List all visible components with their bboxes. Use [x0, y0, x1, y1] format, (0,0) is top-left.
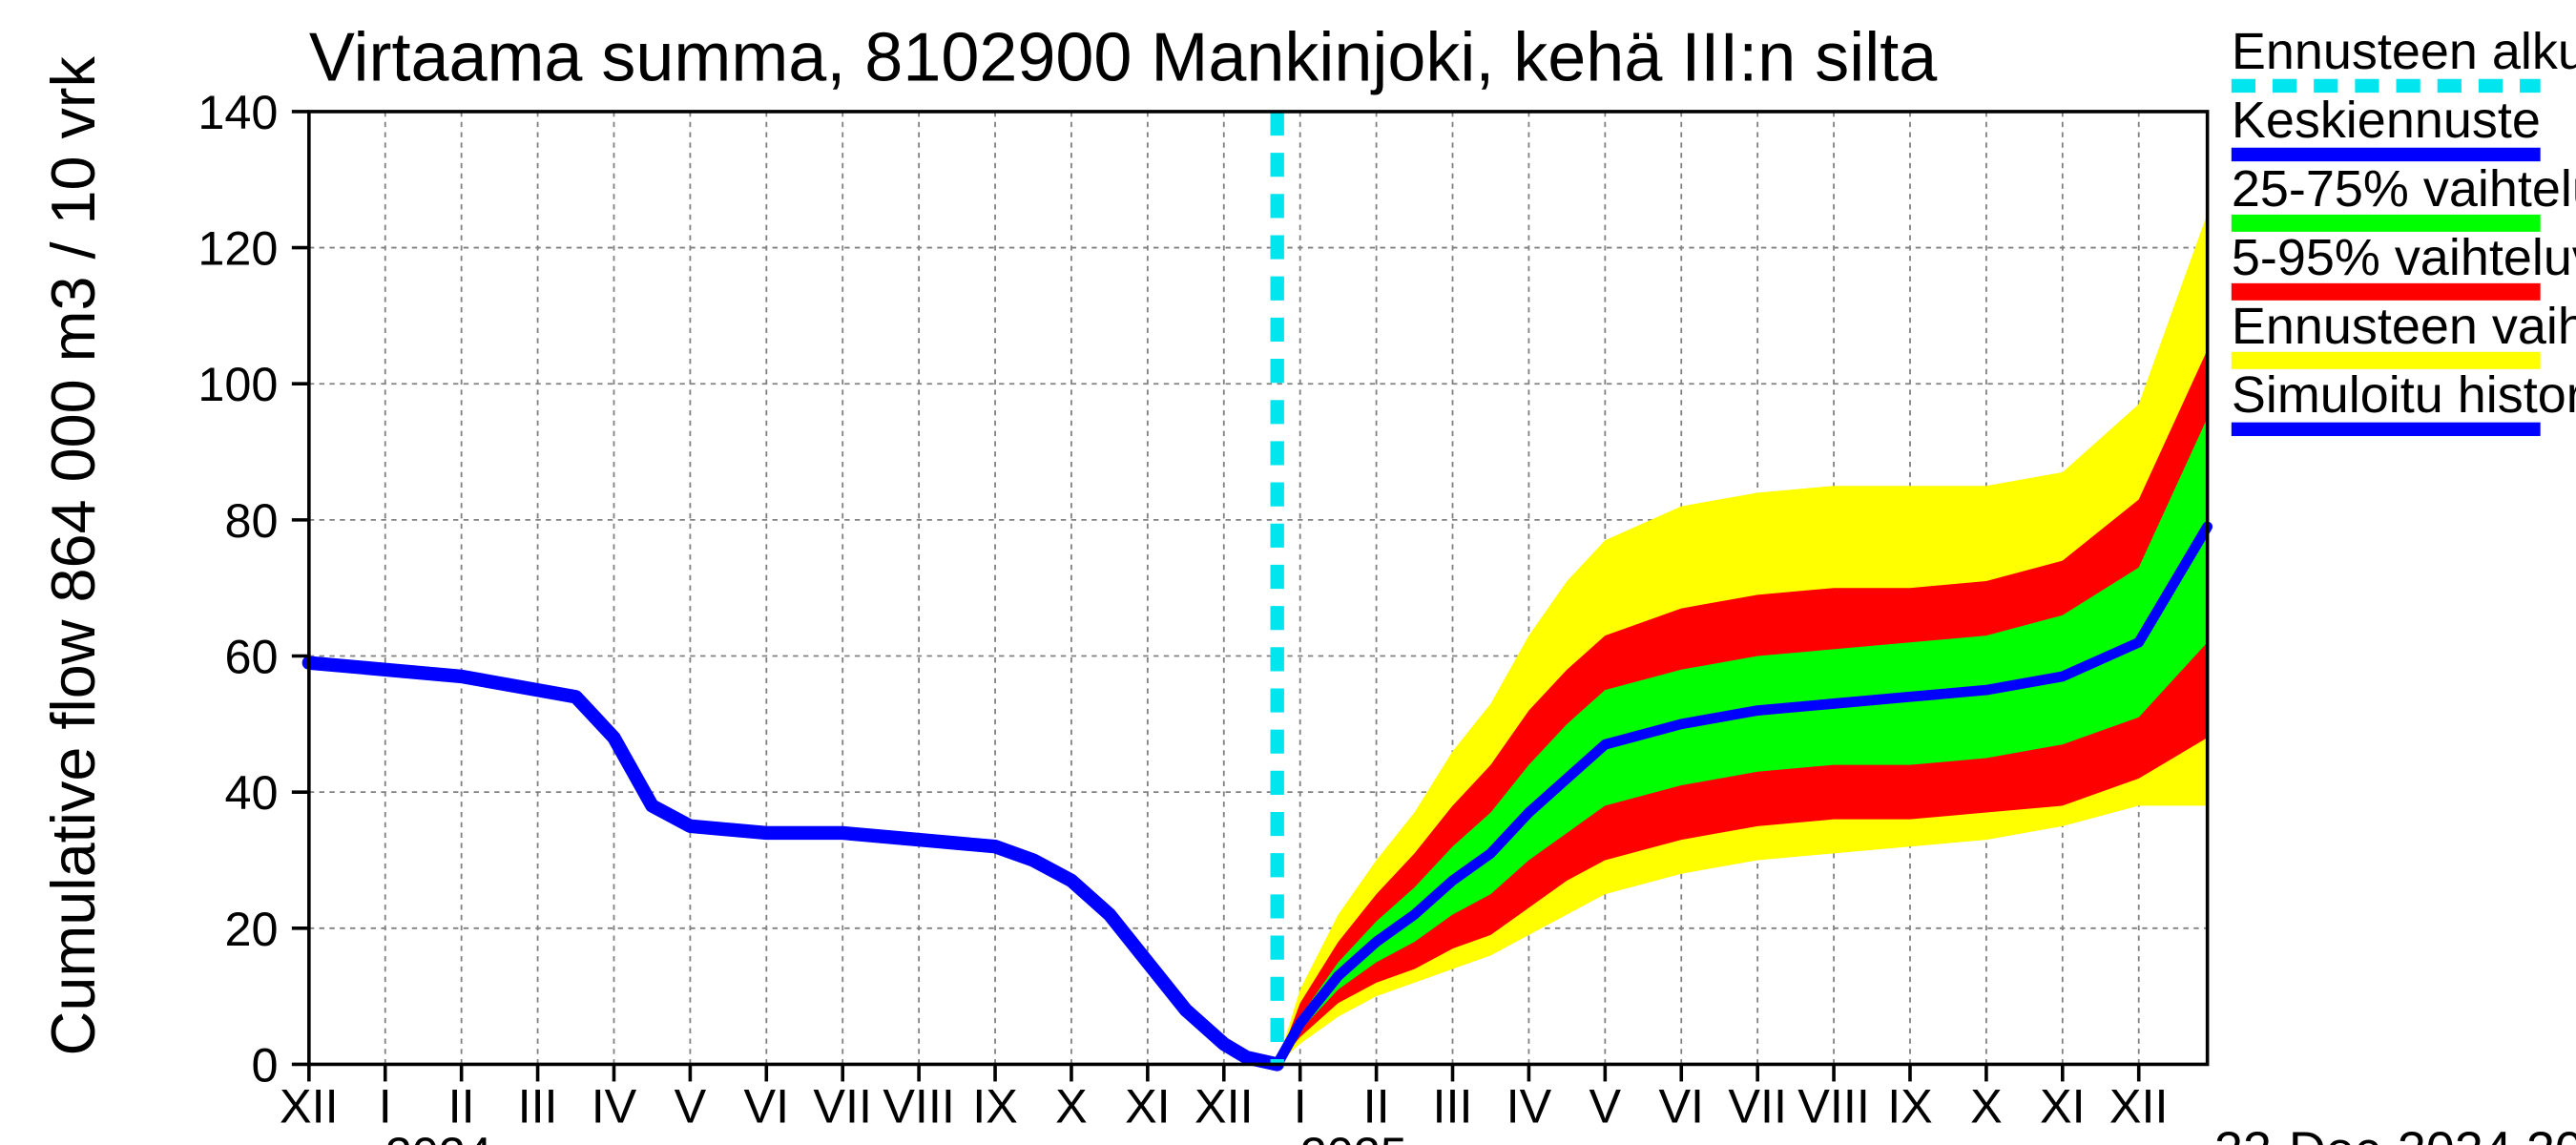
- svg-text:XI: XI: [1125, 1079, 1171, 1134]
- svg-text:XII: XII: [1195, 1079, 1254, 1134]
- svg-text:140: 140: [197, 85, 278, 139]
- legend-label: Keskiennuste: [2232, 92, 2541, 149]
- chart-footer: 22-Dec-2024 20:26 WSFS-O: [2214, 1121, 2576, 1145]
- svg-text:X: X: [1970, 1079, 2003, 1134]
- svg-text:80: 80: [224, 493, 278, 548]
- cumulative-flow-chart: 020406080100120140XIIIIIIIIIVVVIVIIVIIII…: [0, 0, 2576, 1145]
- svg-text:II: II: [448, 1079, 475, 1134]
- svg-text:X: X: [1055, 1079, 1088, 1134]
- svg-text:IV: IV: [592, 1079, 637, 1134]
- legend: Ennusteen alku Keskiennuste 25-75% vaihtel…: [2232, 23, 2576, 429]
- svg-text:I: I: [379, 1079, 392, 1134]
- y-axis-label: Cumulative flow 864 000 m3 / 10 vrk: [38, 56, 108, 1056]
- chart-container: 020406080100120140XIIIIIIIIIVVVIVIIVIIII…: [0, 0, 2576, 1145]
- svg-text:100: 100: [197, 357, 278, 411]
- legend-label: Ennusteen alku: [2232, 23, 2576, 80]
- svg-text:III: III: [1433, 1079, 1473, 1134]
- chart-title: Virtaama summa, 8102900 Mankinjoki, kehä…: [309, 20, 1938, 96]
- svg-text:20: 20: [224, 902, 278, 956]
- svg-text:XII: XII: [280, 1079, 339, 1134]
- svg-text:0: 0: [251, 1037, 278, 1092]
- svg-text:V: V: [1589, 1079, 1622, 1134]
- svg-text:VI: VI: [1658, 1079, 1704, 1134]
- svg-text:VI: VI: [744, 1079, 790, 1134]
- svg-text:III: III: [518, 1079, 558, 1134]
- svg-text:XI: XI: [2040, 1079, 2086, 1134]
- svg-text:IV: IV: [1506, 1079, 1552, 1134]
- svg-text:XII: XII: [2109, 1079, 2169, 1134]
- svg-text:VIII: VIII: [883, 1079, 955, 1134]
- svg-text:V: V: [675, 1079, 707, 1134]
- svg-text:VIII: VIII: [1797, 1079, 1870, 1134]
- svg-text:I: I: [1294, 1079, 1307, 1134]
- svg-text:60: 60: [224, 630, 278, 684]
- svg-text:II: II: [1363, 1079, 1390, 1134]
- svg-text:IX: IX: [1887, 1079, 1933, 1134]
- svg-text:2025: 2025: [1300, 1127, 1407, 1145]
- legend-label: Simuloitu historia: [2232, 366, 2576, 424]
- legend-label: 5-95% vaihteluväli: [2232, 229, 2576, 286]
- legend-label: Ennusteen vaihteluväli: [2232, 298, 2576, 355]
- svg-text:VII: VII: [813, 1079, 872, 1134]
- svg-text:2024: 2024: [385, 1127, 492, 1145]
- svg-text:VII: VII: [1728, 1079, 1787, 1134]
- svg-text:IX: IX: [972, 1079, 1018, 1134]
- svg-text:120: 120: [197, 221, 278, 276]
- svg-text:40: 40: [224, 765, 278, 820]
- legend-label: 25-75% vaihteluväli: [2232, 160, 2576, 218]
